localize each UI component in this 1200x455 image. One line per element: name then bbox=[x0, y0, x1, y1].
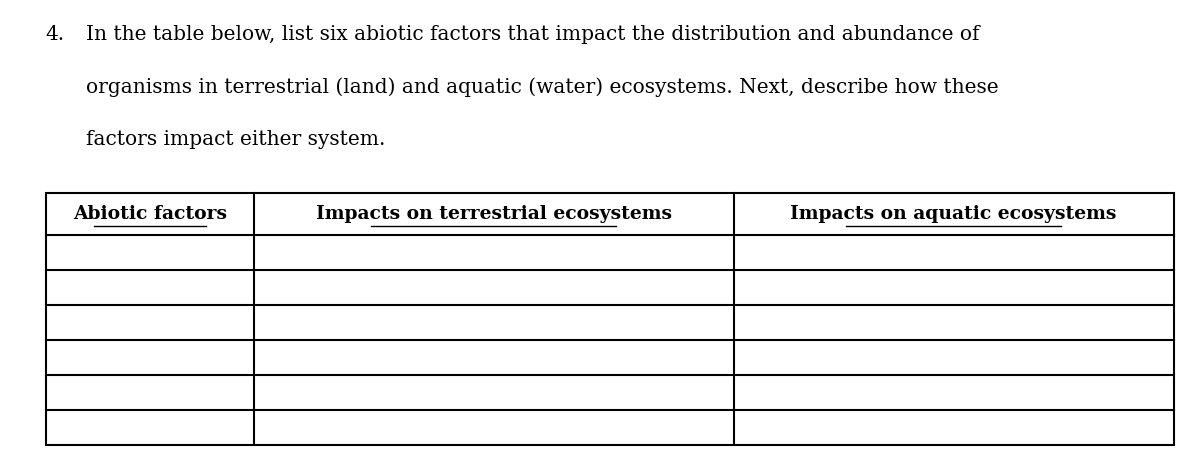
Bar bbox=[46, 193, 1174, 445]
Text: factors impact either system.: factors impact either system. bbox=[86, 130, 385, 149]
Text: Impacts on terrestrial ecosystems: Impacts on terrestrial ecosystems bbox=[316, 205, 672, 223]
Text: organisms in terrestrial (land) and aquatic (water) ecosystems. Next, describe h: organisms in terrestrial (land) and aqua… bbox=[86, 77, 1000, 97]
Text: Abiotic factors: Abiotic factors bbox=[73, 205, 227, 223]
Text: 4.: 4. bbox=[46, 25, 65, 44]
Text: In the table below, list six abiotic factors that impact the distribution and ab: In the table below, list six abiotic fac… bbox=[86, 25, 980, 44]
Text: Impacts on aquatic ecosystems: Impacts on aquatic ecosystems bbox=[791, 205, 1117, 223]
